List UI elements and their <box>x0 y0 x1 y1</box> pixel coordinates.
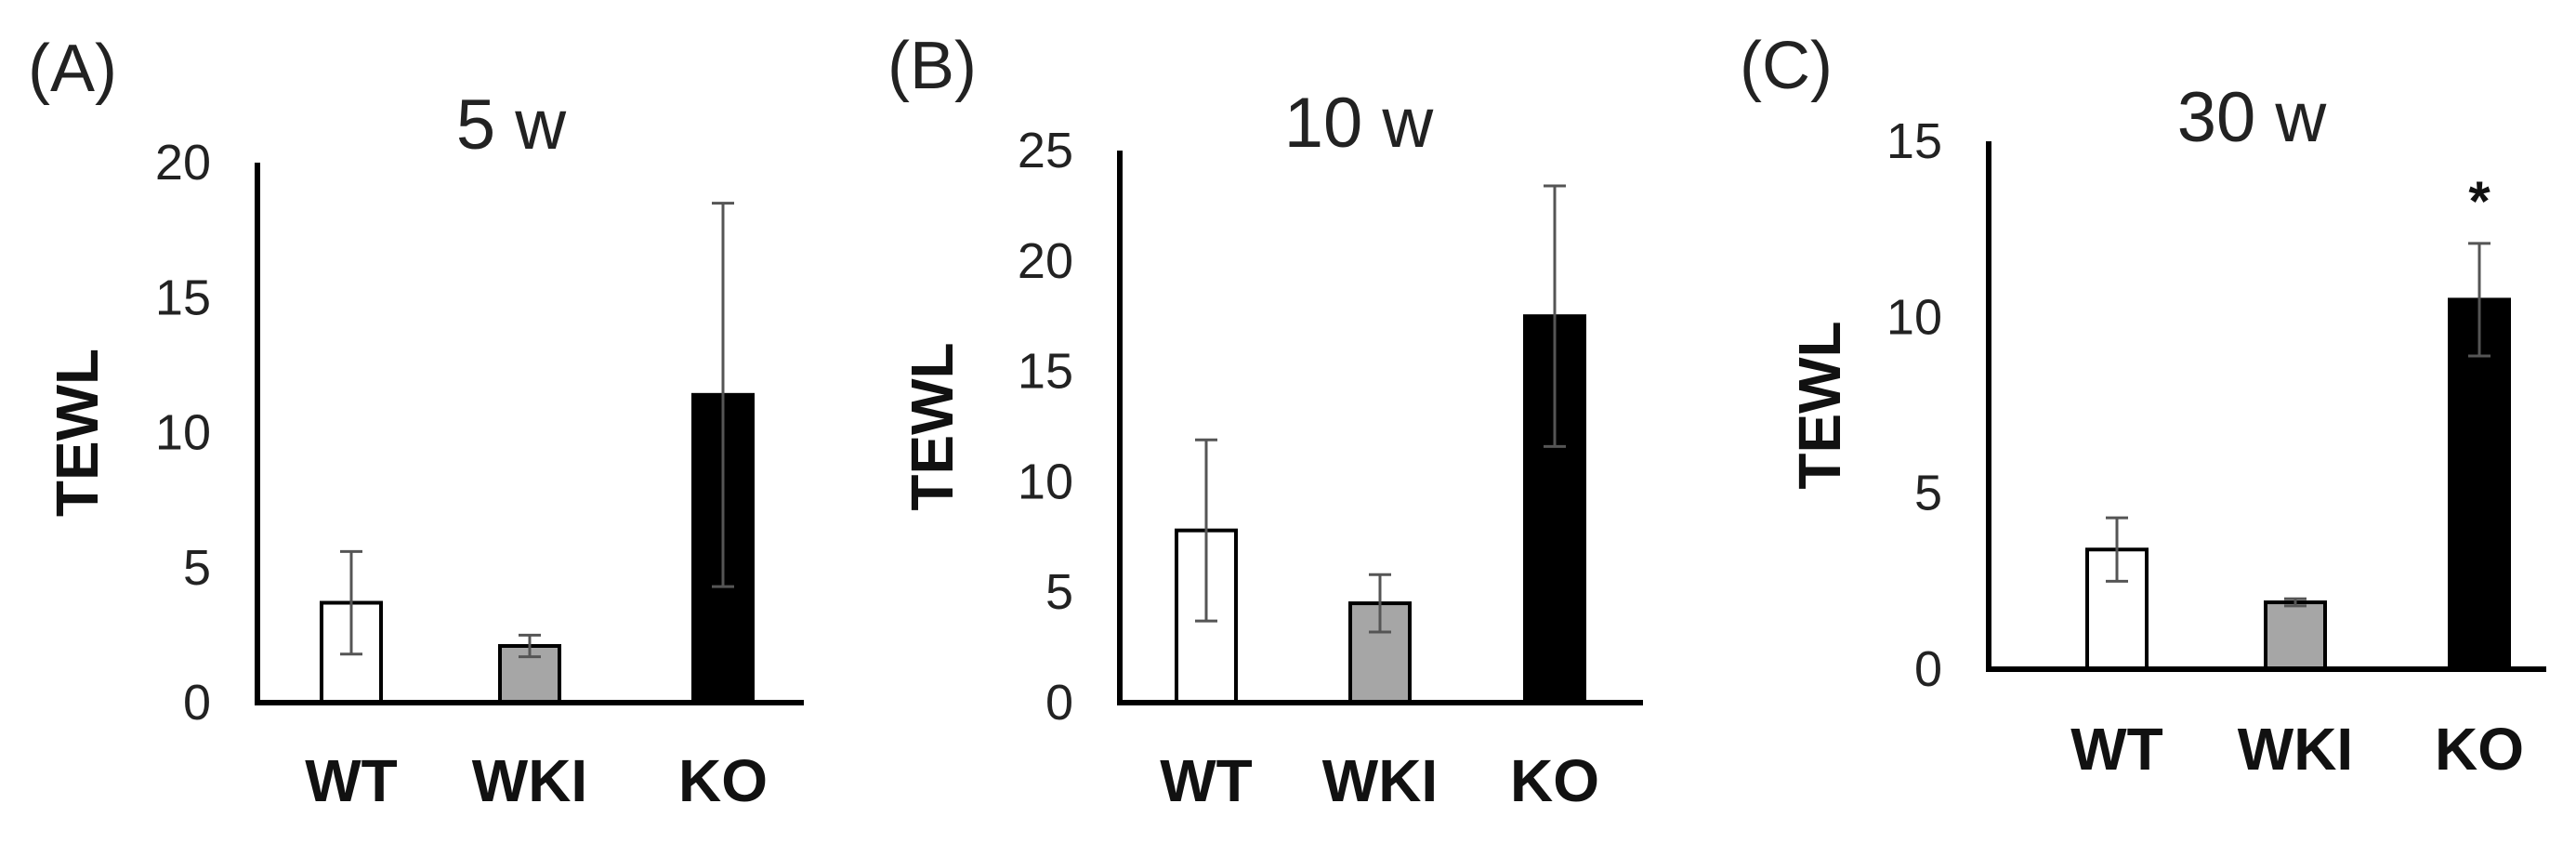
significance-marker: * <box>2468 170 2491 232</box>
x-tick-label: KO <box>1510 747 1599 814</box>
x-tick-label: KO <box>678 747 768 814</box>
y-tick-label: 0 <box>1914 641 1942 697</box>
x-tick-label: WKI <box>472 747 587 814</box>
x-tick-label: WT <box>1160 747 1253 814</box>
y-tick-label: 25 <box>1018 123 1073 178</box>
x-tick-label: KO <box>2435 716 2524 783</box>
y-tick-label: 5 <box>183 540 211 596</box>
y-tick-label: 15 <box>1886 113 1942 169</box>
bar-wki <box>2264 600 2327 672</box>
y-axis-label: TEWL <box>44 349 111 517</box>
y-tick-label: 20 <box>1018 233 1073 289</box>
y-tick-label: 15 <box>155 270 211 325</box>
x-tick-label: WKI <box>2238 716 2353 783</box>
y-axis-label: TEWL <box>899 342 966 510</box>
chart-title: 5 w <box>456 86 567 165</box>
y-tick-label: 10 <box>1886 289 1942 345</box>
y-axis-label: TEWL <box>1786 321 1853 489</box>
panel-letter: (B) <box>887 29 977 103</box>
chart-panel-3: (C) 30 w TEWL 0 5 10 15 WT WKI KO * <box>1740 29 2546 783</box>
x-tick-label: WKI <box>1322 747 1438 814</box>
y-tick-label: 5 <box>1045 564 1073 620</box>
y-tick-label: 15 <box>1018 344 1073 400</box>
x-tick-label: WT <box>305 747 398 814</box>
chart-panel-2: (B) 10 w TEWL 0 5 10 15 20 25 WT WKI KO <box>887 29 1643 814</box>
bar-ko <box>2448 297 2511 671</box>
y-tick-label: 0 <box>183 675 211 731</box>
y-tick-label: 20 <box>155 135 211 191</box>
panel-letter: (A) <box>28 32 117 106</box>
y-tick-label: 10 <box>1018 454 1073 509</box>
x-tick-label: WT <box>2070 716 2163 783</box>
panel-letter: (C) <box>1740 29 1833 103</box>
y-tick-label: 0 <box>1045 675 1073 731</box>
chart-title: 10 w <box>1284 84 1435 163</box>
y-tick-label: 10 <box>155 405 211 461</box>
chart-title: 30 w <box>2177 78 2328 157</box>
y-tick-label: 5 <box>1914 466 1942 521</box>
chart-panel-1: (A) 5 w TEWL 0 5 10 15 20 WT WKI KO <box>28 32 804 814</box>
